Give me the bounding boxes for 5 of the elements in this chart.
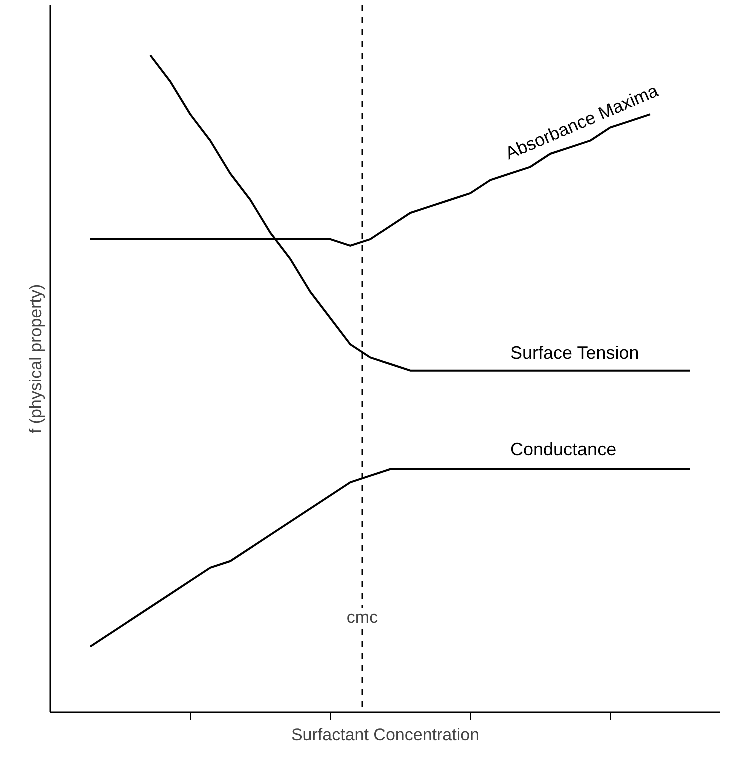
annotation: cmc <box>346 608 379 628</box>
x-axis-title: Surfactant Concentration <box>291 726 480 744</box>
series-label: Surface Tension <box>510 342 640 363</box>
y-axis-title: f (physical property) <box>26 284 46 434</box>
series-label: Conductance <box>510 439 617 460</box>
